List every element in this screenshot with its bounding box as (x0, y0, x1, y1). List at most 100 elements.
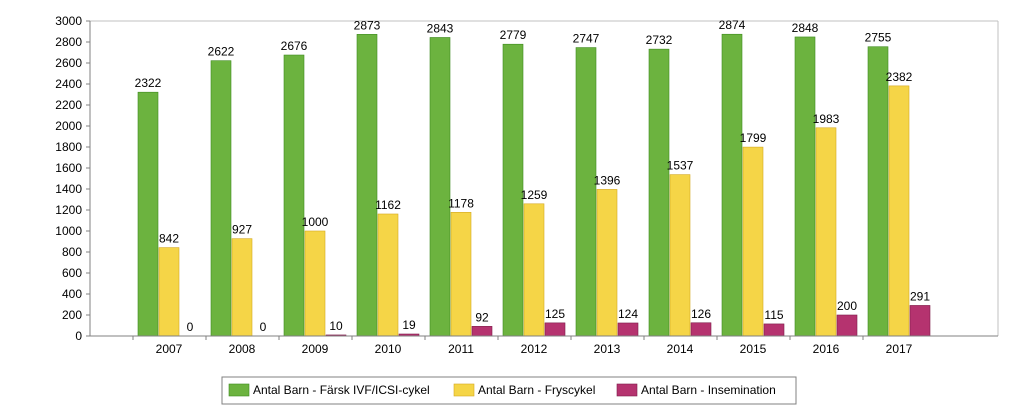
bar-2017-series-1 (867, 46, 889, 337)
bar-2013-series-1 (575, 47, 597, 337)
x-axis: 2007 2008 2009 2010 2011 2012 2013 2014 2015 2016… (90, 335, 998, 356)
legend: Antal Barn - Färsk IVF/ICSI-cykel Antal B… (221, 376, 797, 405)
y-tick-label: 2600 (55, 56, 82, 70)
data-label: 2622 (208, 45, 235, 59)
y-tick-label: 1600 (55, 161, 82, 175)
legend-label-3: Antal Barn - Insemination (641, 383, 776, 397)
x-tick-label: 2012 (521, 342, 548, 356)
data-label: 1259 (521, 188, 548, 202)
x-tick-label: 2013 (594, 342, 621, 356)
x-tick-label: 2014 (667, 342, 694, 356)
data-label: 2732 (646, 33, 673, 47)
x-tick-label: 2009 (302, 342, 329, 356)
data-label: 1178 (448, 196, 474, 210)
data-label: 92 (475, 310, 489, 324)
data-label: 115 (764, 308, 783, 322)
y-tick-label: 600 (62, 266, 82, 280)
legend-swatch-2 (453, 383, 475, 397)
bar-2016-series-3 (836, 314, 858, 337)
data-label: 1000 (302, 215, 329, 229)
data-label: 1162 (375, 198, 401, 212)
y-tick-label: 200 (62, 308, 82, 322)
bar-2014-series-2 (669, 174, 691, 337)
data-label: 1799 (740, 131, 767, 145)
x-tick-label: 2015 (740, 342, 767, 356)
bar-2008-series-1 (210, 60, 232, 337)
y-tick-label: 800 (62, 245, 82, 259)
y-tick-label: 3000 (55, 14, 82, 28)
data-label: 2779 (500, 28, 527, 42)
data-label: 842 (159, 232, 179, 246)
bar-2015-series-1 (721, 33, 743, 337)
data-label: 1537 (667, 159, 694, 173)
bar-2015-series-3 (763, 323, 785, 337)
data-label: 125 (545, 307, 565, 321)
data-label: 0 (260, 320, 267, 334)
y-tick-label: 2200 (55, 98, 82, 112)
data-label: 2755 (865, 31, 892, 45)
bar-2013-series-2 (596, 189, 618, 337)
y-tick-label: 1200 (55, 203, 82, 217)
data-label: 2848 (792, 21, 819, 35)
bar-2017-series-3 (909, 305, 931, 337)
legend-swatch-1 (228, 383, 250, 397)
y-tick-label: 2000 (55, 119, 82, 133)
data-label: 200 (837, 299, 857, 313)
legend-box (221, 376, 797, 405)
data-label: 10 (329, 319, 343, 333)
bar-2017-series-2 (888, 85, 910, 337)
bar-2008-series-2 (231, 238, 253, 337)
y-tick-label: 0 (75, 329, 82, 343)
bar-2011-series-2 (450, 212, 472, 337)
y-tick-label: 1000 (55, 224, 82, 238)
data-label: 2747 (573, 32, 600, 46)
data-label: 0 (187, 320, 194, 334)
x-tick-label: 2011 (448, 342, 474, 356)
data-label: 19 (402, 318, 416, 332)
bar-2013-series-3 (617, 322, 639, 337)
data-label: 2382 (886, 70, 913, 84)
bar-2016-series-2 (815, 127, 837, 337)
y-tick-label: 2400 (55, 77, 82, 91)
y-tick-label: 2800 (55, 35, 82, 49)
bar-2007-series-1 (137, 91, 159, 337)
bars: 2322 842 0 2622 927 0 2676 1000 10 2873 1162 19 2843… (135, 18, 931, 337)
data-label: 927 (232, 223, 252, 237)
legend-swatch-3 (616, 383, 638, 397)
bar-2016-series-1 (794, 36, 816, 337)
x-tick-label: 2017 (886, 342, 913, 356)
y-axis: 0200400600800100012001400160018002000220… (55, 14, 999, 343)
data-label: 124 (618, 307, 638, 321)
data-label: 291 (910, 289, 930, 303)
data-label: 2874 (719, 18, 746, 32)
data-label: 2322 (135, 76, 162, 90)
bar-2009-series-2 (304, 230, 326, 337)
legend-label-2: Antal Barn - Fryscykel (478, 383, 595, 397)
y-tick-label: 1400 (55, 182, 82, 196)
data-label: 1396 (594, 173, 621, 187)
bar-2015-series-2 (742, 146, 764, 337)
bar-2012-series-3 (544, 322, 566, 337)
data-label: 2676 (281, 39, 308, 53)
y-tick-label: 1800 (55, 140, 82, 154)
bar-2014-series-3 (690, 322, 712, 337)
bar-2011-series-3 (471, 326, 493, 337)
data-label: 2873 (354, 18, 381, 32)
data-label: 2843 (427, 21, 454, 35)
bar-2011-series-1 (429, 37, 451, 337)
y-tick-label: 400 (62, 287, 82, 301)
data-label: 126 (691, 307, 711, 321)
bar-2014-series-1 (648, 48, 670, 337)
bar-2010-series-1 (356, 34, 378, 337)
bar-2012-series-2 (523, 203, 545, 337)
data-label: 1983 (813, 112, 840, 126)
bar-2010-series-2 (377, 213, 399, 337)
x-tick-label: 2010 (375, 342, 402, 356)
x-tick-label: 2007 (156, 342, 183, 356)
x-tick-label: 2008 (229, 342, 256, 356)
x-tick-label: 2016 (813, 342, 840, 356)
bar-2009-series-1 (283, 54, 305, 337)
bar-2007-series-2 (158, 247, 180, 337)
legend-label-1: Antal Barn - Färsk IVF/ICSI-cykel (253, 383, 430, 397)
